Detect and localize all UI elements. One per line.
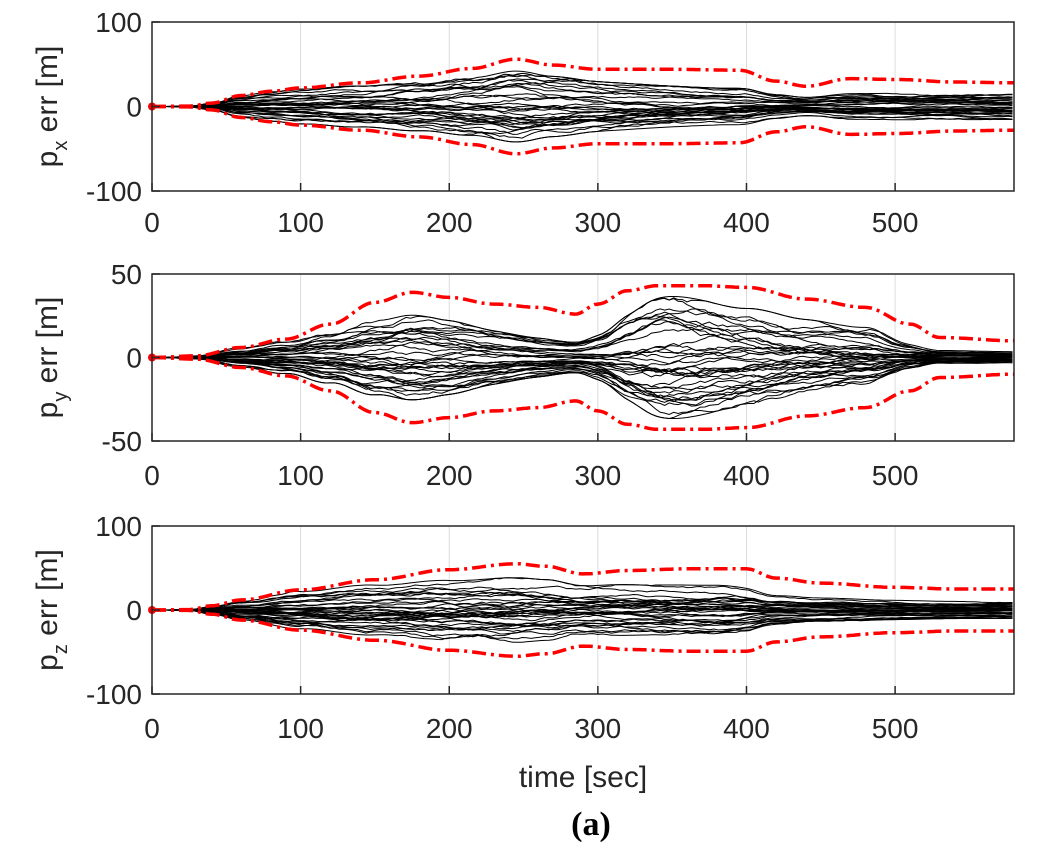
x-tick-label: 400 (723, 460, 770, 491)
x-tick-label: 100 (277, 460, 324, 491)
error-trace (152, 106, 1013, 129)
figure-caption: (a) (571, 806, 611, 843)
x-tick-label: 100 (277, 713, 324, 744)
y-tick-label: 0 (126, 595, 142, 626)
x-tick-label: 200 (426, 460, 473, 491)
error-trace (152, 609, 1013, 622)
x-tick-label: 500 (872, 207, 919, 238)
y-tick-label: -100 (86, 679, 142, 710)
y-tick-label: -50 (102, 426, 142, 457)
error-trace (152, 106, 1013, 125)
x-tick-label: 200 (426, 207, 473, 238)
y-tick-label: 0 (126, 92, 142, 123)
upper-bound-line (152, 283, 1014, 360)
lower-bound-line (152, 104, 1014, 156)
y-label-subscript: x (50, 141, 72, 151)
error-trace (152, 337, 1013, 378)
monte-carlo-traces (152, 577, 1013, 643)
error-trace (152, 79, 1013, 107)
x-axis-label: time [sec] (519, 761, 647, 794)
error-trace (152, 296, 1013, 358)
y-label-main: p (31, 402, 64, 419)
x-tick-label: 400 (723, 207, 770, 238)
y-tick-label: 50 (111, 259, 142, 290)
x-tick-label: 200 (426, 713, 473, 744)
upper-bound-line (152, 57, 1014, 109)
y-label-rest: err [m] (31, 549, 64, 644)
y-axis-label: px err [m] (31, 46, 72, 168)
y-tick-label: -100 (86, 176, 142, 207)
lower-bound-line (152, 355, 1014, 432)
error-trace (152, 597, 1013, 624)
error-trace (152, 308, 1013, 358)
error-trace (152, 584, 1013, 611)
error-trace (152, 106, 1013, 121)
y-label-main: p (31, 151, 64, 168)
error-trace (152, 74, 1013, 107)
error-trace (152, 591, 1013, 611)
y-tick-label: 0 (126, 343, 142, 374)
error-trace (152, 609, 1013, 626)
error-trace (152, 104, 1013, 111)
plot-area (152, 22, 1014, 191)
error-trace (152, 609, 1013, 627)
error-trace (152, 93, 1013, 111)
x-tick-label: 0 (144, 460, 160, 491)
x-tick-label: 300 (575, 460, 622, 491)
error-trace (152, 72, 1013, 107)
lower-bound-line (152, 608, 1014, 658)
error-trace (152, 357, 1013, 420)
error-trace (152, 357, 1013, 403)
error-trace (152, 79, 1013, 107)
error-trace (152, 329, 1013, 365)
x-tick-label: 300 (575, 713, 622, 744)
y-label-subscript: z (50, 644, 72, 654)
x-tick-label: 400 (723, 713, 770, 744)
error-trace (152, 106, 1013, 120)
x-tick-label: 100 (277, 207, 324, 238)
x-tick-label: 500 (872, 713, 919, 744)
error-trace (152, 609, 1013, 640)
x-tick-label: 0 (144, 713, 160, 744)
y-axis-label: py err [m] (31, 297, 72, 419)
x-tick-label: 500 (872, 460, 919, 491)
y-label-rest: err [m] (31, 297, 64, 392)
y-tick-label: 100 (95, 511, 142, 542)
y-tick-label: 100 (95, 7, 142, 38)
monte-carlo-traces (152, 296, 1013, 420)
error-trace (152, 106, 1013, 129)
y-axis-label: pz err [m] (31, 549, 72, 671)
y-label-main: p (31, 654, 64, 671)
monte-carlo-traces (152, 70, 1013, 143)
y-label-subscript: y (50, 392, 72, 402)
upper-bound-line (152, 562, 1014, 612)
error-trace (152, 319, 1013, 361)
x-tick-label: 300 (575, 207, 622, 238)
error-trace (152, 355, 1013, 396)
x-tick-label: 0 (144, 207, 160, 238)
error-trace (152, 328, 1013, 358)
y-label-rest: err [m] (31, 46, 64, 141)
